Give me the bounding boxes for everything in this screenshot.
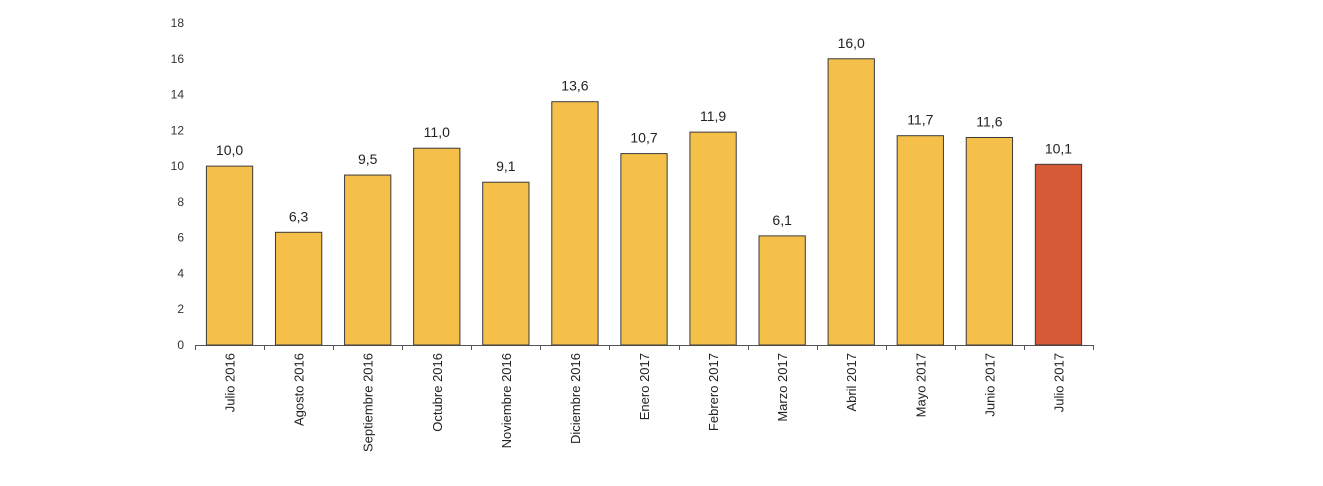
category-label: Enero 2017 [637,353,652,420]
bar [620,153,668,346]
category-label: Marzo 2017 [775,353,790,422]
data-label: 16,0 [838,35,865,51]
y-axis: 0 2 4 6 8 10 12 14 16 18 [171,16,185,352]
bar [551,101,599,346]
data-label: 11,0 [424,124,450,140]
category-label: Abril 2017 [844,353,859,412]
y-tick-label: 8 [177,195,184,209]
y-tick-label: 18 [171,16,185,30]
y-tick-label: 16 [171,52,185,66]
data-labels: 10,0 6,3 9,5 11,0 9,1 13,6 10,7 11,9 6,1 16,0 11,7… [216,35,1072,228]
bar [205,165,254,346]
y-tick-label: 12 [171,123,185,137]
bar [758,235,806,346]
category-label: Julio 2016 [223,353,238,412]
category-label: Septiembre 2016 [361,353,376,452]
category-label: Julio 2017 [1051,353,1066,412]
bar [344,174,392,346]
bar [1034,163,1083,346]
bar [413,147,461,346]
bar [965,136,1014,346]
y-tick-label: 4 [177,266,184,280]
y-tick-label: 0 [177,338,184,352]
category-label: Octubre 2016 [430,353,445,432]
category-label: Agosto 2016 [292,353,307,426]
data-label: 11,7 [907,112,933,128]
y-tick-label: 2 [177,302,184,316]
data-label: 11,6 [976,113,1002,129]
y-tick-label: 10 [171,159,185,173]
data-label: 13,6 [561,78,588,94]
data-label: 6,3 [289,208,309,224]
bar [827,58,875,346]
category-label: Febrero 2017 [706,353,721,431]
x-axis [195,345,1094,350]
category-labels: Julio 2016 Agosto 2016 Septiembre 2016 Octu… [223,353,1067,452]
bar [482,181,530,346]
category-label: Junio 2017 [982,353,997,417]
bar [896,135,944,346]
data-label: 10,7 [630,130,657,146]
y-tick-label: 6 [177,231,184,245]
data-label: 6,1 [772,212,792,228]
bar [274,231,323,346]
data-label: 10,0 [216,142,243,158]
category-label: Mayo 2017 [913,353,928,417]
data-label: 9,1 [496,158,516,174]
category-label: Noviembre 2016 [499,353,514,448]
category-label: Diciembre 2016 [568,353,583,444]
data-label: 11,9 [700,108,726,124]
data-label: 9,5 [358,151,378,167]
bar [689,131,737,346]
data-label: 10,1 [1045,140,1072,156]
y-tick-label: 14 [171,88,185,102]
bars [205,58,1083,346]
